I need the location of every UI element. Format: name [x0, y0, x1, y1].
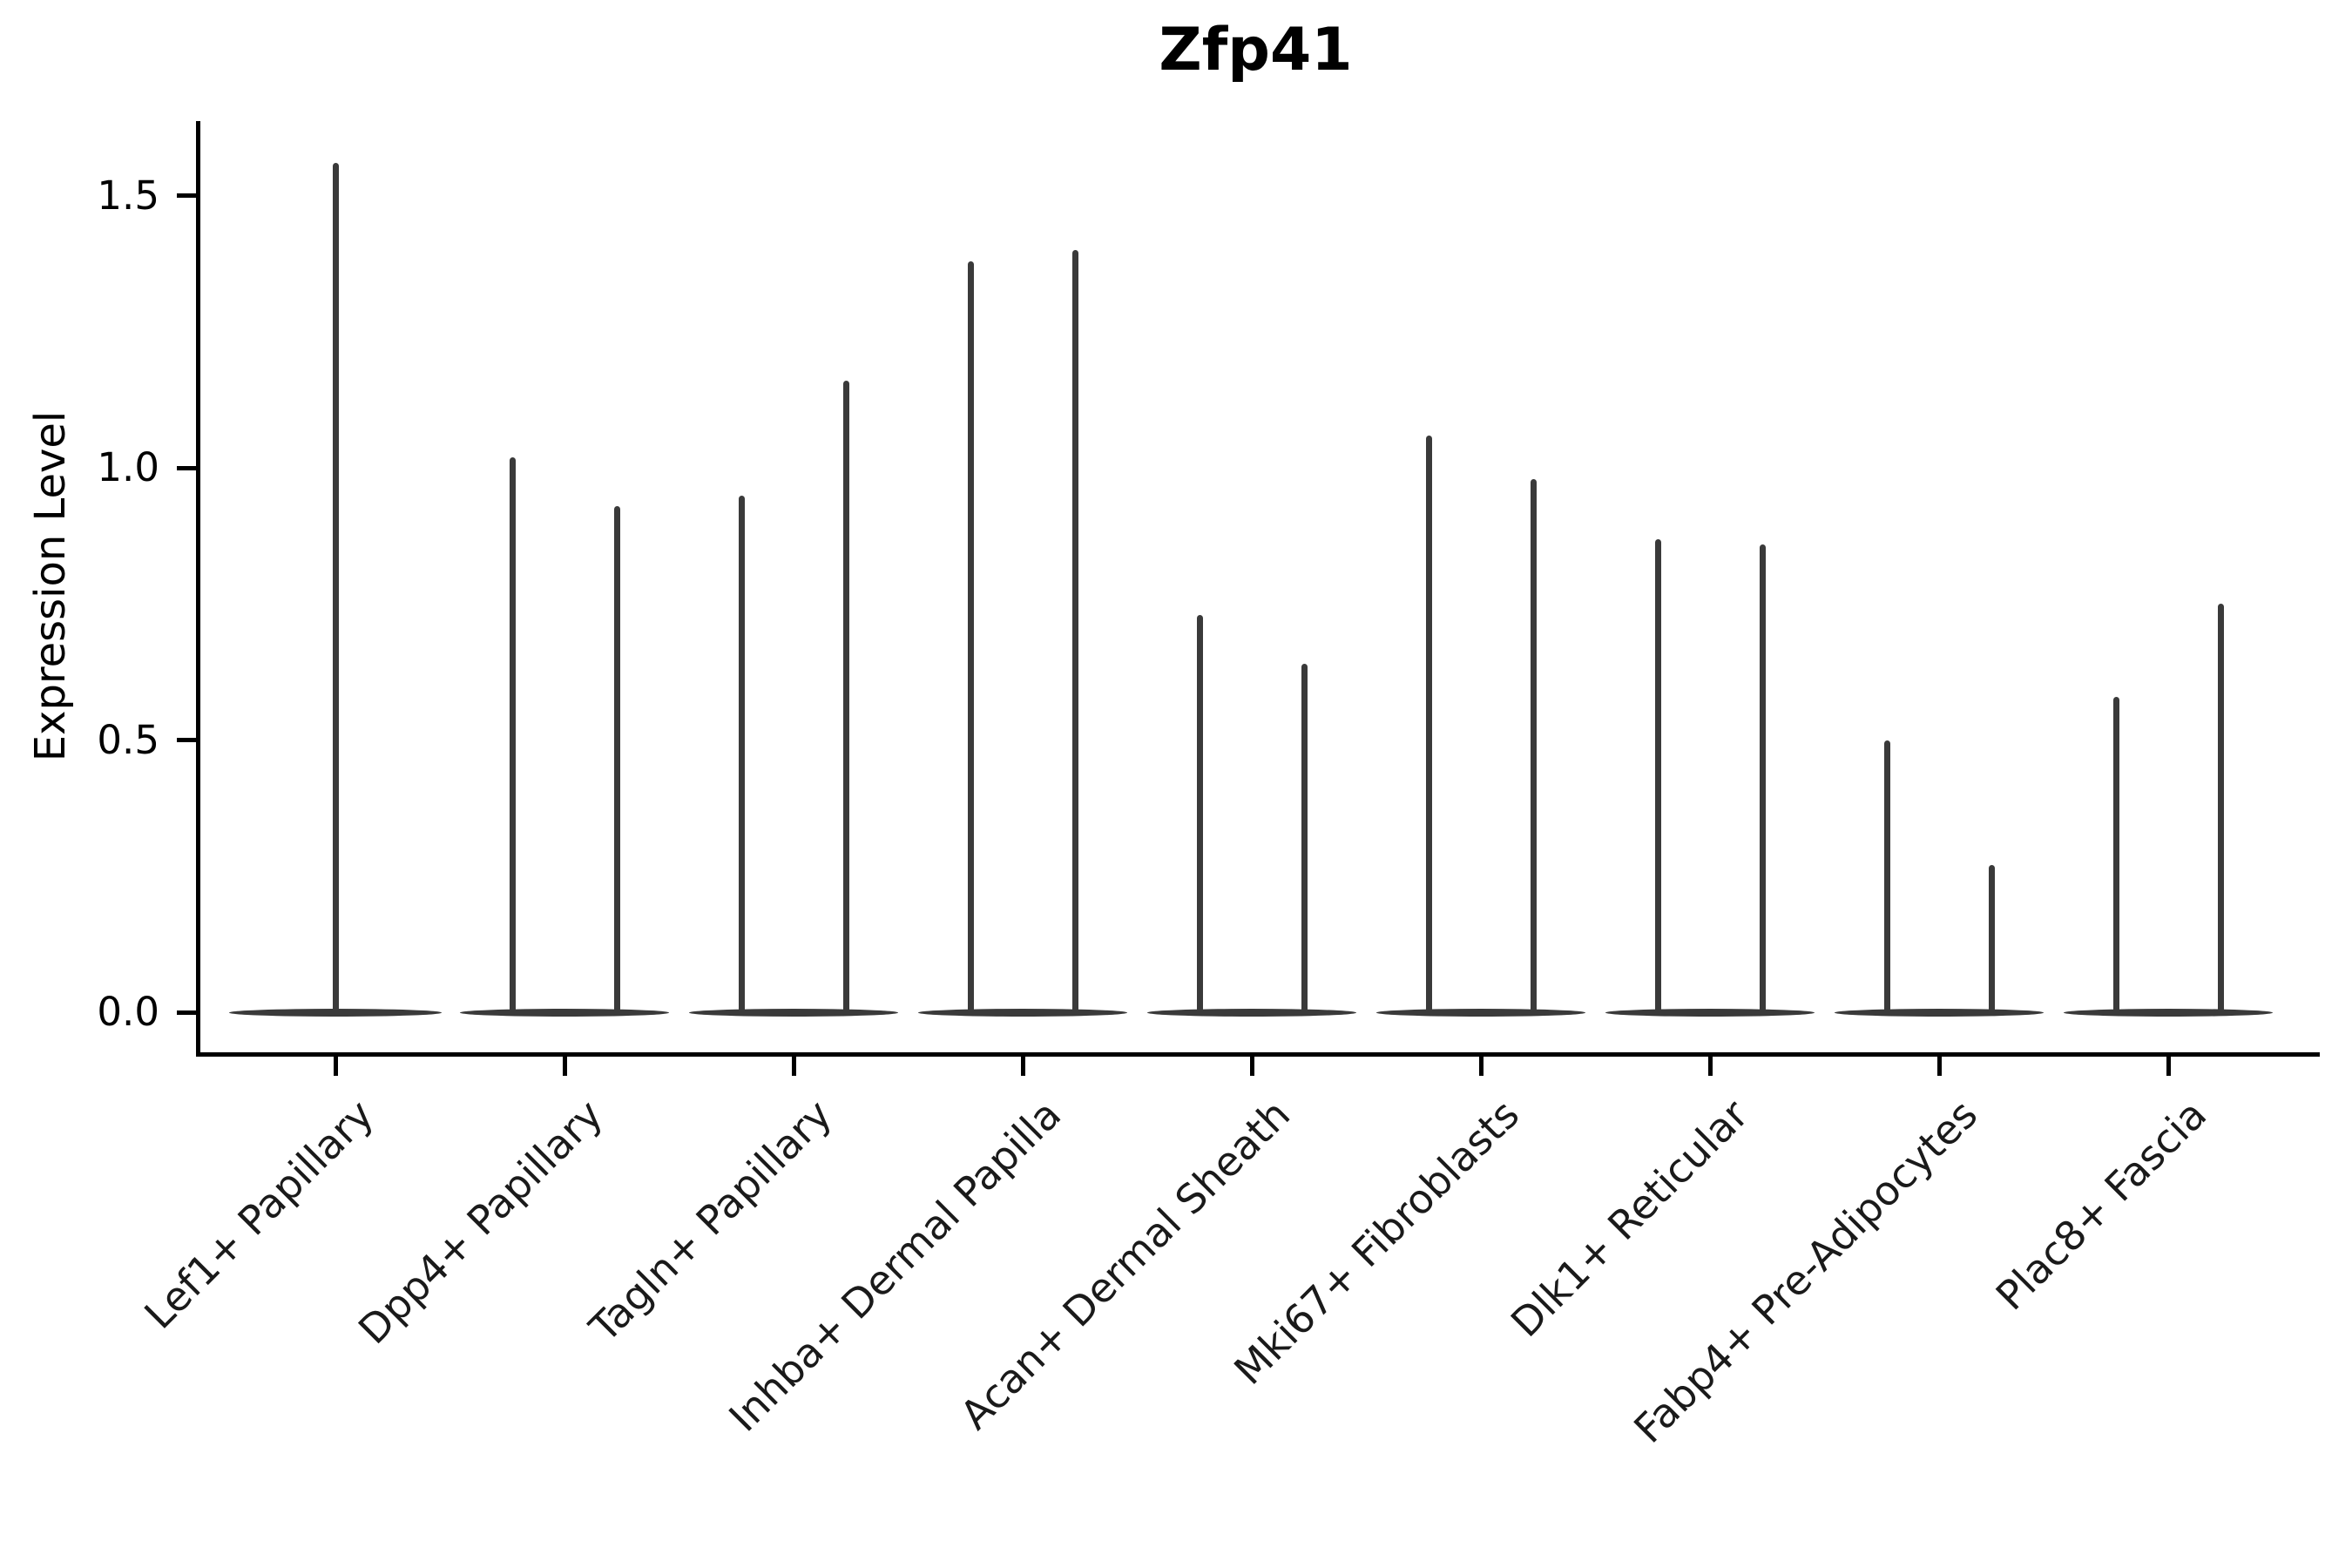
violin-spike [967, 260, 974, 1015]
x-tick-mark [1707, 1057, 1713, 1076]
x-tick-mark [333, 1057, 338, 1076]
x-tick-mark [1936, 1057, 1942, 1076]
y-tick-label: 1.5 [97, 172, 159, 219]
plot-title: Zfp41 [1159, 16, 1353, 84]
y-tick-label: 1.0 [97, 444, 159, 491]
violin-spike [1759, 544, 1766, 1015]
violin-spike [1425, 435, 1432, 1015]
y-tick-label: 0.5 [97, 716, 159, 763]
x-axis-spine [196, 1052, 2320, 1057]
x-tick-mark [562, 1057, 567, 1076]
violin-spike [509, 456, 516, 1015]
y-tick-mark [177, 738, 196, 743]
y-axis-spine [196, 121, 200, 1057]
violin-spike [1301, 664, 1308, 1015]
violin-spike [842, 381, 849, 1015]
y-tick-mark [177, 465, 196, 470]
violin-base [2064, 1008, 2273, 1017]
violin-base [689, 1008, 898, 1017]
x-tick-label: Plac8+ Fascia [1986, 1091, 2216, 1320]
violin-spike [1196, 614, 1203, 1015]
violin-spike [2112, 696, 2119, 1015]
y-tick-mark [177, 1010, 196, 1015]
violin-base [1147, 1008, 1356, 1017]
violin-spike [1071, 250, 1078, 1015]
x-tick-label: Fabp4+ Pre-Adipocytes [1625, 1091, 1987, 1452]
violin-base [1835, 1008, 2044, 1017]
violin-spike [2217, 604, 2224, 1015]
violin-base [918, 1008, 1127, 1017]
x-tick-label: Tagln+ Papillary [580, 1091, 841, 1351]
x-tick-mark [1478, 1057, 1484, 1076]
violin-spike [1988, 865, 1995, 1015]
violin-spike [1654, 538, 1661, 1015]
x-tick-mark [791, 1057, 796, 1076]
violin-spike [738, 495, 745, 1015]
x-tick-label: Acan+ Dermal Sheath [950, 1091, 1300, 1439]
x-tick-label: Dpp4+ Papillary [348, 1091, 612, 1354]
violin-base [1376, 1008, 1585, 1017]
violin-spike [1883, 740, 1890, 1015]
violin-base [460, 1008, 669, 1017]
x-tick-label: Dlk1+ Reticular [1501, 1091, 1758, 1347]
violin-spike [1530, 478, 1537, 1015]
violin-spike [332, 163, 339, 1015]
violin-base [1605, 1008, 1815, 1017]
y-tick-mark [177, 193, 196, 199]
violin-spike [613, 506, 620, 1015]
x-tick-mark [2166, 1057, 2171, 1076]
x-tick-mark [1249, 1057, 1254, 1076]
y-tick-label: 0.0 [97, 989, 159, 1035]
x-tick-label: Mki67+ Fibroblasts [1225, 1091, 1529, 1394]
x-tick-mark [1020, 1057, 1025, 1076]
x-tick-label: Inhba+ Dermal Papilla [720, 1091, 1071, 1441]
